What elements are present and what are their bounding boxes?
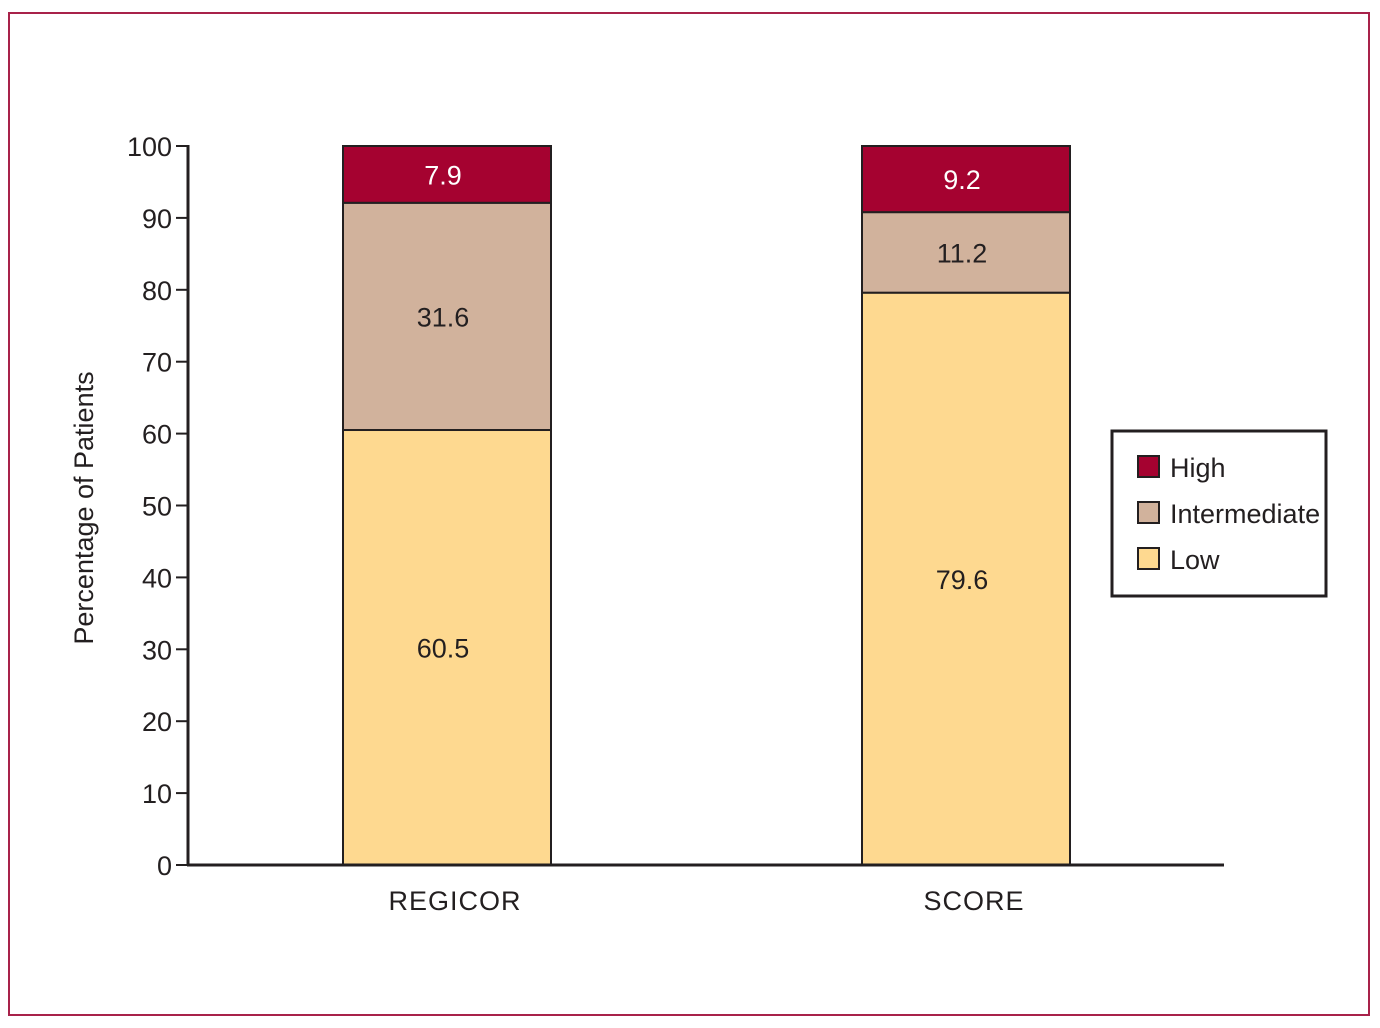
legend-label-high: High — [1170, 453, 1226, 483]
y-tick-label-40: 40 — [142, 563, 172, 593]
legend-swatch-intermediate — [1137, 501, 1160, 524]
bar-score-intermediate — [861, 211, 1071, 294]
y-tick-label-100: 100 — [127, 132, 172, 162]
category-label-regicor: REGICOR — [388, 886, 521, 916]
y-tick-label-0: 0 — [157, 851, 172, 881]
bar-score-high — [861, 145, 1071, 214]
y-tick-label-30: 30 — [142, 635, 172, 665]
y-tick-label-80: 80 — [142, 276, 172, 306]
category-label-score: SCORE — [923, 886, 1024, 916]
legend: High Intermediate Low — [1110, 429, 1328, 598]
value-label-regicor-low: 60.5 — [417, 634, 470, 664]
value-label-regicor-intermediate: 31.6 — [417, 302, 470, 332]
y-tick-label-60: 60 — [142, 420, 172, 450]
value-label-score-high: 9.2 — [943, 165, 981, 195]
axes: REGICOR SCORE 0 10 20 30 40 50 60 70 80 90 100 — [127, 132, 1224, 916]
bar-regicor-high — [342, 145, 552, 204]
value-label-regicor-high: 7.9 — [424, 160, 462, 190]
value-label-score-low: 79.6 — [936, 565, 989, 595]
y-tick-label-50: 50 — [142, 492, 172, 522]
legend-label-intermediate: Intermediate — [1170, 499, 1320, 529]
y-axis-title: Percentage of Patients — [69, 371, 99, 644]
y-tick-label-20: 20 — [142, 707, 172, 737]
legend-label-low: Low — [1170, 545, 1220, 575]
bar-score-low — [861, 291, 1071, 866]
y-tick-label-70: 70 — [142, 348, 172, 378]
value-label-score-intermediate: 11.2 — [937, 238, 988, 268]
plot-area: 60.5 31.6 7.9 79.6 11.2 9.2 — [342, 145, 1071, 866]
y-tick-label-90: 90 — [142, 204, 172, 234]
legend-swatch-high — [1137, 455, 1160, 478]
bar-regicor-low — [342, 429, 552, 866]
y-tick-label-10: 10 — [142, 779, 172, 809]
legend-swatch-low — [1137, 547, 1160, 570]
